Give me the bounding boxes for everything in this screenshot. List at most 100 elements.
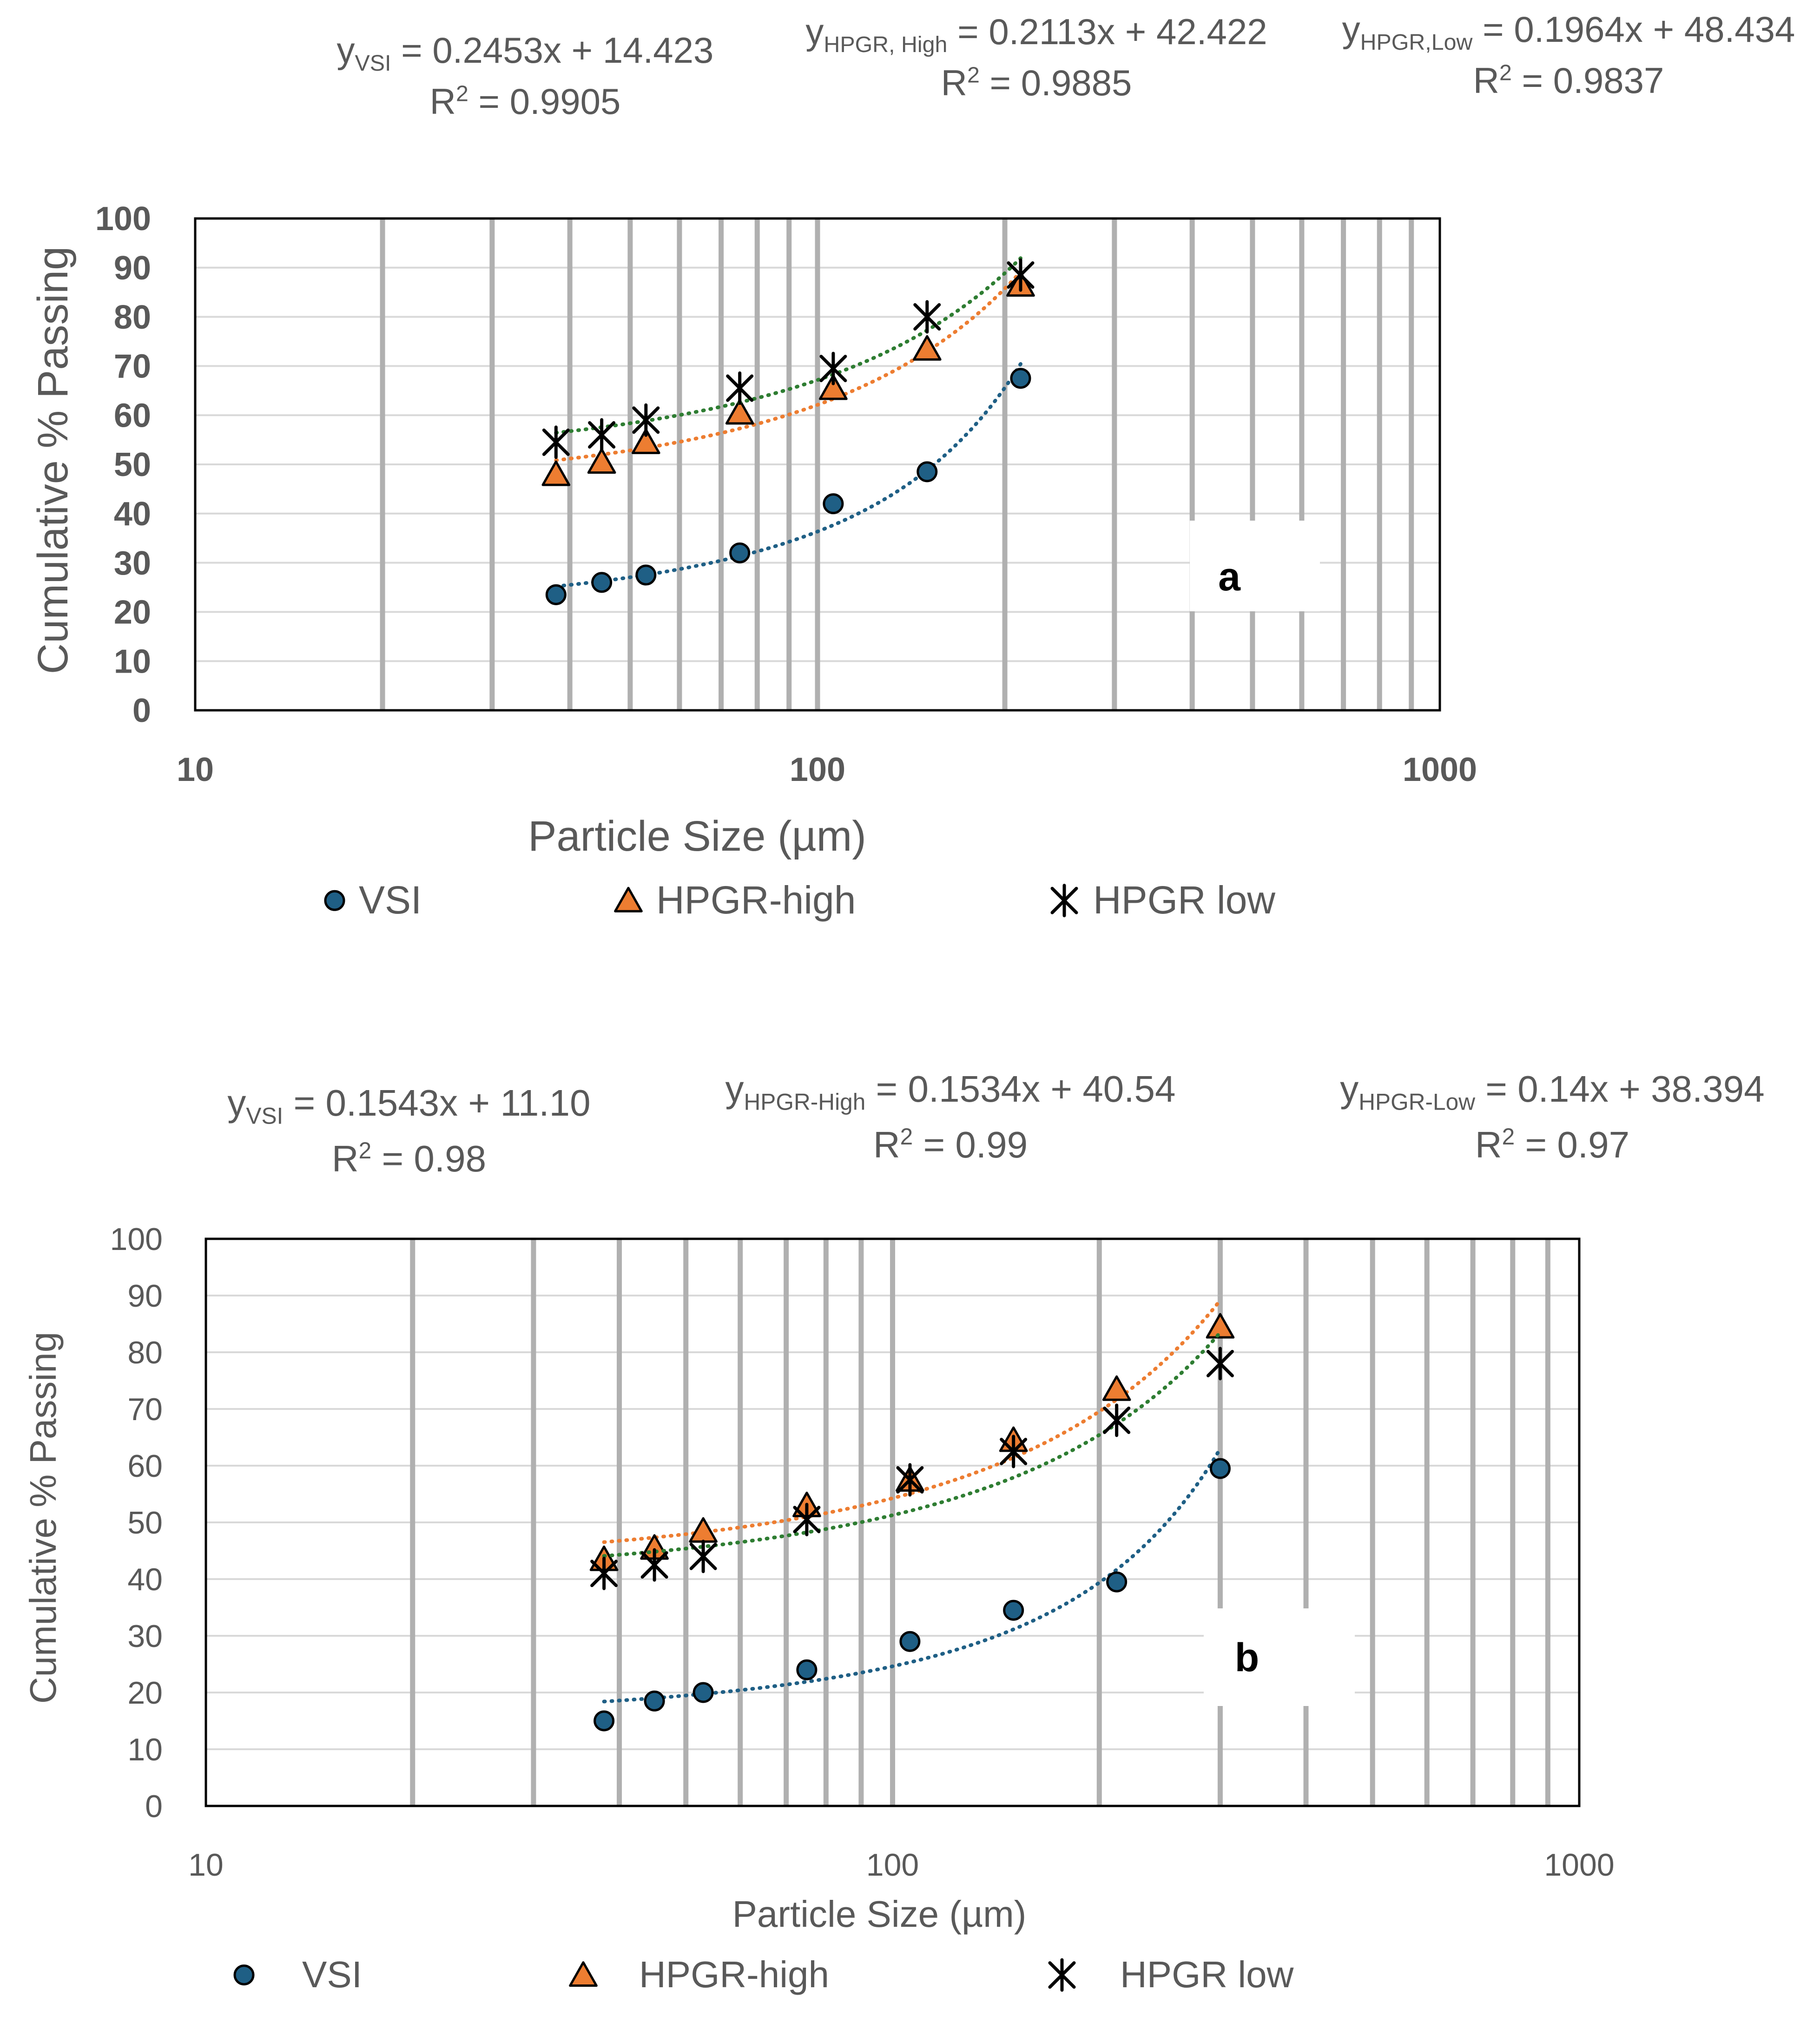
r-squared: R2 = 0.9905 [430, 81, 621, 122]
x-tick-label: 100 [790, 751, 845, 788]
data-point [591, 572, 613, 593]
data-point [1209, 1458, 1231, 1479]
data-point [542, 425, 570, 459]
x-axis-label: Particle Size (µm) [528, 813, 866, 860]
y-tick-label: 20 [127, 1675, 163, 1711]
data-point [1102, 1375, 1131, 1401]
x-tick-label: 100 [866, 1847, 919, 1883]
series-hpgr-high [541, 270, 1035, 486]
y-tick-label: 0 [145, 1789, 163, 1824]
y-axis-label: Cumulative % Passing [22, 1332, 64, 1704]
legend-label: VSI [359, 878, 422, 922]
y-tick-label: 100 [110, 1222, 163, 1257]
data-point [1010, 368, 1031, 389]
y-tick-label: 100 [95, 200, 151, 238]
trendline [554, 270, 1022, 463]
legend-marker [614, 886, 643, 913]
x-tick-label: 10 [177, 751, 214, 788]
panel-label: b [1235, 1635, 1259, 1680]
y-tick-label: 70 [127, 1392, 163, 1427]
data-point [541, 460, 571, 486]
y-tick-label: 50 [127, 1505, 163, 1541]
y-tick-label: 90 [127, 1278, 163, 1314]
legend-marker [324, 890, 345, 911]
y-tick-label: 70 [114, 348, 151, 385]
data-point [913, 300, 941, 334]
data-point [823, 493, 844, 515]
y-tick-label: 50 [114, 446, 151, 483]
y-tick-label: 80 [127, 1335, 163, 1370]
data-point [819, 374, 848, 400]
y-axis-label: Cumulative % Passing [29, 246, 77, 674]
legend: VSI HPGR-high HPGR low [233, 1954, 1294, 1995]
trendline [554, 256, 1022, 435]
data-point [689, 1540, 717, 1574]
data-point [1206, 1313, 1235, 1339]
data-point [588, 418, 616, 452]
data-point [1103, 1403, 1131, 1437]
trend-equation: yVSI = 0.1543x + 11.10 [227, 1082, 590, 1129]
data-point [1003, 1600, 1024, 1621]
x-axis-label: Particle Size (µm) [732, 1893, 1027, 1935]
r-squared: R2 = 0.97 [1475, 1124, 1629, 1165]
legend-marker [1048, 1958, 1076, 1992]
y-tick-label: 40 [127, 1562, 163, 1597]
data-point [1106, 1571, 1128, 1593]
data-point [587, 448, 616, 474]
r-squared: R2 = 0.9837 [1473, 60, 1664, 101]
label-background [1190, 521, 1320, 611]
data-point [917, 461, 938, 483]
chart-a: 0 10 20 30 40 50 60 70 80 90 100 10 100 1000 Cumulativ… [29, 9, 1795, 922]
plot-frame [194, 217, 1441, 712]
y-tick-label: 60 [127, 1448, 163, 1484]
data-point [729, 542, 751, 563]
chart-b: 0 10 20 30 40 50 60 70 80 90 100 10 100 1000 Cumulativ… [22, 1068, 1765, 1995]
trendline [602, 1298, 1222, 1544]
data-point [899, 1631, 921, 1652]
trend-equation: yHPGR-Low = 0.14x + 38.394 [1340, 1068, 1765, 1115]
legend-marker [1050, 884, 1078, 918]
trend-equation: yHPGR, High = 0.2113x + 42.422 [805, 11, 1267, 57]
x-tick-label: 10 [188, 1847, 224, 1883]
data-point [631, 428, 660, 454]
data-point [640, 1548, 668, 1582]
data-point [725, 399, 754, 425]
legend: VSI HPGR-high HPGR low [324, 878, 1275, 922]
y-tick-label: 80 [114, 299, 151, 336]
data-point [1206, 1347, 1234, 1381]
trendline [554, 362, 1022, 589]
data-point [593, 1710, 615, 1732]
x-tick-label: 1000 [1403, 751, 1477, 788]
legend-marker [569, 1961, 598, 1987]
data-point [912, 335, 942, 361]
r-squared: R2 = 0.9885 [941, 62, 1132, 103]
y-tick-label: 40 [114, 496, 151, 533]
y-tick-label: 0 [132, 692, 151, 729]
y-tick-label: 30 [127, 1619, 163, 1654]
y-tick-label: 10 [127, 1732, 163, 1767]
y-tick-label: 10 [114, 643, 151, 680]
data-point [1000, 1435, 1028, 1468]
label-background [1204, 1608, 1355, 1706]
data-point [590, 1556, 618, 1590]
series-vsi [593, 1447, 1231, 1732]
trend-equation: yVSI = 0.2453x + 14.423 [337, 30, 714, 76]
trend-equation: yHPGR-High = 0.1534x + 40.54 [725, 1068, 1175, 1115]
y-tick-label: 90 [114, 250, 151, 287]
plot-frame [204, 1237, 1581, 1807]
panel-label: a [1218, 555, 1241, 599]
series-hpgr-low [542, 256, 1035, 459]
r-squared: R2 = 0.98 [332, 1137, 486, 1179]
data-point [793, 1502, 821, 1536]
data-point [796, 1659, 818, 1680]
legend-label: HPGR low [1093, 878, 1275, 922]
data-point [632, 403, 660, 437]
legend-label: HPGR low [1120, 1954, 1294, 1995]
y-tick-label: 20 [114, 594, 151, 631]
x-tick-label: 1000 [1544, 1847, 1614, 1883]
data-point [1007, 258, 1035, 292]
trend-equation: yHPGR,Low = 0.1964x + 48.434 [1342, 9, 1795, 55]
series-vsi [545, 362, 1031, 605]
data-point [545, 584, 567, 605]
